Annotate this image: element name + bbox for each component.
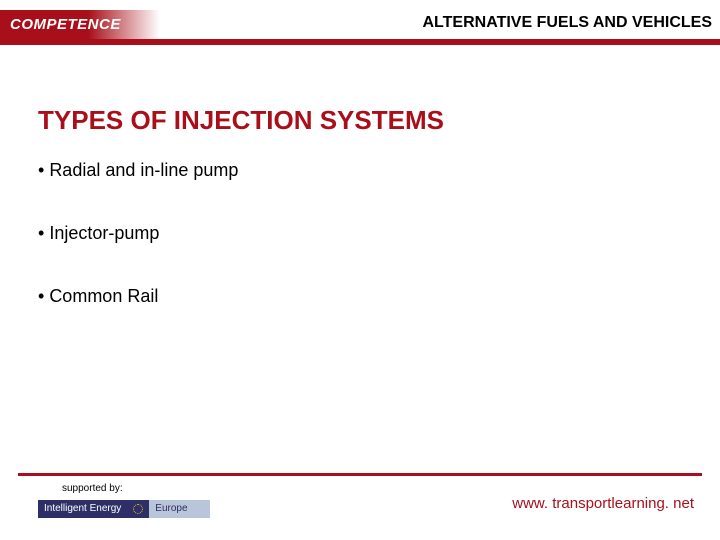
page-title: TYPES OF INJECTION SYSTEMS [38,105,444,136]
list-item: • Radial and in-line pump [38,160,678,181]
bullet-list: • Radial and in-line pump • Injector-pum… [38,160,678,349]
footer-divider [18,473,702,476]
supported-by-label: supported by: [62,483,123,494]
eu-flag-icon [127,500,149,518]
slide: COMPETENCE ALTERNATIVE FUELS AND VEHICLE… [0,0,720,540]
header-divider [0,39,720,45]
logo-text-left: Intelligent Energy [38,500,127,518]
competence-badge: COMPETENCE [0,10,160,39]
list-item: • Common Rail [38,286,678,307]
footer-url: www. transportlearning. net [512,495,694,512]
logo-text-right: Europe [149,500,210,518]
header-caption: ALTERNATIVE FUELS AND VEHICLES [423,14,713,32]
bullet-text: Injector-pump [49,223,159,243]
badge-text: COMPETENCE [10,16,121,33]
bullet-text: Radial and in-line pump [49,160,238,180]
bullet-text: Common Rail [49,286,158,306]
header: COMPETENCE ALTERNATIVE FUELS AND VEHICLE… [0,10,720,42]
list-item: • Injector-pump [38,223,678,244]
sponsor-logo: Intelligent Energy Europe [38,500,210,518]
